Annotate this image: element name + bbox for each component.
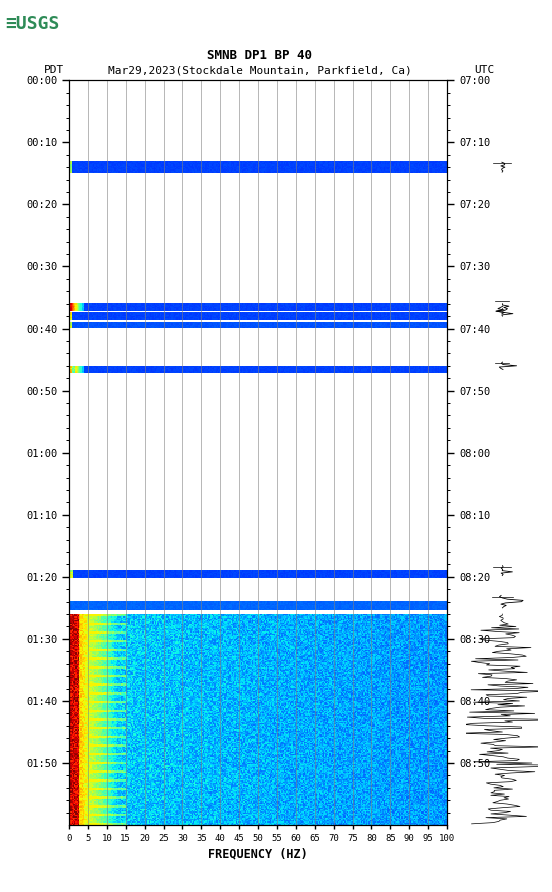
Text: ≡USGS: ≡USGS <box>6 15 60 33</box>
Text: Mar29,2023(Stockdale Mountain, Parkfield, Ca): Mar29,2023(Stockdale Mountain, Parkfield… <box>108 65 411 76</box>
X-axis label: FREQUENCY (HZ): FREQUENCY (HZ) <box>208 847 308 860</box>
Text: UTC: UTC <box>475 65 495 76</box>
Text: SMNB DP1 BP 40: SMNB DP1 BP 40 <box>207 49 312 62</box>
Text: PDT: PDT <box>44 65 65 76</box>
